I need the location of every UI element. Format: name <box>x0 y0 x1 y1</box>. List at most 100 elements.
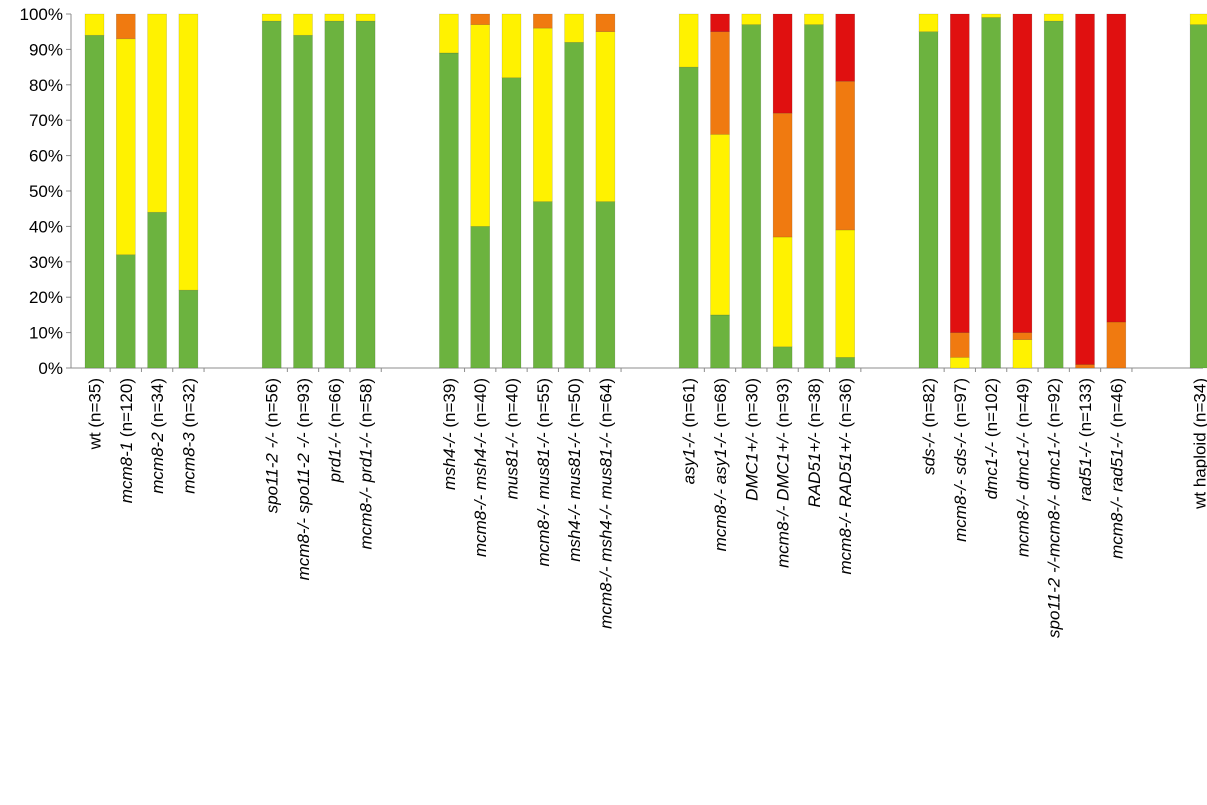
bar-segment-green <box>981 17 1001 369</box>
bar-segment-yellow <box>355 13 376 22</box>
x-axis-label-part: (n=133) <box>1076 378 1095 442</box>
y-tick-label: 10% <box>29 324 63 343</box>
bar-segment-green <box>470 226 491 369</box>
bar-segment-yellow <box>564 13 584 43</box>
bar-segment-yellow <box>949 357 970 369</box>
x-axis-label-part: wt <box>1191 492 1207 510</box>
bar-segment-green <box>741 24 762 369</box>
bar-segment-green <box>918 31 939 369</box>
y-tick-label: 70% <box>29 111 63 130</box>
y-tick-label: 60% <box>29 147 63 166</box>
x-axis-label: prd1-/- (n=66) <box>325 378 344 483</box>
bar-segment-yellow <box>116 38 136 256</box>
bar-segment-yellow <box>741 13 762 25</box>
bar-segment-yellow <box>324 13 345 22</box>
x-axis-label-part: RAD51+/- <box>805 432 824 507</box>
x-axis-label-part: spo11-2 -/- <box>263 432 282 513</box>
x-axis-label-part: (n=93) <box>774 378 793 432</box>
bar-segment-green <box>678 66 699 369</box>
x-axis-label: asy1-/- (n=61) <box>680 378 699 484</box>
x-axis-label-part: mcm8-/- RAD51+/- <box>836 432 855 574</box>
x-axis-label: wt (n=35) <box>86 378 105 450</box>
bar-segment-green <box>772 346 793 369</box>
x-axis-label-part: (n=120) <box>117 378 136 442</box>
x-axis-label-part: (n=34) <box>148 378 167 432</box>
bar-segment-yellow <box>1012 339 1033 369</box>
bar-segment-orange <box>949 332 970 358</box>
bar-segment-yellow <box>1189 13 1207 25</box>
x-axis-label-part: (n=64) <box>596 378 615 432</box>
x-axis-label: mcm8-/- msh4-/- (n=40) <box>471 378 490 557</box>
y-tick-label: 80% <box>29 76 63 95</box>
x-axis-label-part: msh4-/- mus81-/- <box>565 432 584 562</box>
x-axis-label-part: (n=40) <box>503 378 522 432</box>
x-axis-label-part: haploid (n=34) <box>1191 378 1207 492</box>
bar-segment-red <box>1012 13 1033 333</box>
x-axis-label: mcm8-/- rad51-/- (n=46) <box>1107 378 1126 559</box>
x-axis-label-part: (n=56) <box>263 378 282 432</box>
bar-segment-green <box>116 254 136 369</box>
x-axis-label: mcm8-/- mus81-/- (n=55) <box>534 378 553 566</box>
x-axis-label: mcm8-2 (n=34) <box>148 378 167 494</box>
x-axis-label: mcm8-/- DMC1+/- (n=93) <box>774 378 793 568</box>
y-tick-label: 90% <box>29 40 63 59</box>
bar-segment-red <box>1075 13 1095 365</box>
bar-segment-yellow <box>178 13 199 291</box>
x-axis-label-part: (n=102) <box>982 378 1001 442</box>
x-axis-label-part: (n=46) <box>1107 378 1126 432</box>
bar-segment-orange <box>116 13 136 40</box>
bar-segment-yellow <box>981 13 1001 18</box>
x-axis-label-part: (n=50) <box>565 378 584 432</box>
bar-segment-orange <box>595 13 616 33</box>
bar-segment-yellow <box>835 229 856 358</box>
x-axis-label: rad51-/- (n=133) <box>1076 378 1095 501</box>
x-axis-label: mcm8-/- asy1-/- (n=68) <box>711 378 730 551</box>
bar-segment-green <box>84 34 105 369</box>
x-axis-label-part: (n=30) <box>742 378 761 432</box>
x-axis-label: RAD51+/- (n=38) <box>805 378 824 507</box>
x-axis-label-part: (n=39) <box>440 378 459 432</box>
bar-segment-yellow <box>439 13 459 54</box>
x-axis-label-part: (n=40) <box>471 378 490 432</box>
x-axis-label-part: sds-/- <box>920 432 939 475</box>
x-axis-label-part: mcm8-/- DMC1+/- <box>774 432 793 568</box>
bar-segment-green <box>532 201 553 369</box>
bar-segment-yellow <box>293 13 313 36</box>
bar-segment-green <box>293 34 313 369</box>
x-axis-label: mcm8-/- sds-/- (n=97) <box>951 378 970 542</box>
x-axis-label-part: (n=66) <box>325 378 344 432</box>
x-axis-label: spo11-2 -/-mcm8-/- dmc1-/- (n=92) <box>1045 378 1064 638</box>
x-axis-label: mcm8-1 (n=120) <box>117 378 136 503</box>
bar-segment-yellow <box>678 13 699 68</box>
bar-segment-green <box>355 20 376 369</box>
x-axis-label: mcm8-/- prd1-/- (n=58) <box>357 378 376 549</box>
x-axis-label: mcm8-3 (n=32) <box>179 378 198 494</box>
bar-segment-yellow <box>804 13 824 25</box>
x-axis-label: dmc1-/- (n=102) <box>982 378 1001 499</box>
bar-segment-green <box>1043 20 1064 369</box>
x-axis-label-part: (n=61) <box>680 378 699 432</box>
bar-segment-green <box>439 52 459 369</box>
bar-segment-orange <box>1075 364 1095 369</box>
bar-segment-green <box>564 42 584 369</box>
bar-segment-orange <box>835 80 856 231</box>
x-axis-label-part: prd1-/- <box>325 432 344 483</box>
bar-segment-orange <box>1012 332 1033 340</box>
bar-segment-yellow <box>595 31 616 202</box>
bar-segment-yellow <box>532 27 553 202</box>
bar-segment-yellow <box>772 236 793 348</box>
y-tick-label: 100% <box>20 5 63 24</box>
x-axis-label-part: (n=32) <box>179 378 198 432</box>
bar-segment-yellow <box>1043 13 1064 22</box>
x-axis-label-part: mcm8-/- msh4-/- mus81-/- <box>596 432 615 629</box>
bar-segment-yellow <box>918 13 939 33</box>
x-axis-label: msh4-/- (n=39) <box>440 378 459 490</box>
x-axis-label: mcm8-/- spo11-2 -/- (n=93) <box>294 378 313 580</box>
x-axis-label-part: msh4-/- <box>440 432 459 490</box>
x-axis-label-part: mcm8-/- rad51-/- <box>1107 432 1126 559</box>
x-axis-label-part: rad51-/- <box>1076 441 1095 501</box>
bar-segment-green <box>835 357 856 369</box>
x-axis-label-part: mcm8-2 <box>148 432 167 494</box>
x-axis-label-part: (n=55) <box>534 378 553 432</box>
